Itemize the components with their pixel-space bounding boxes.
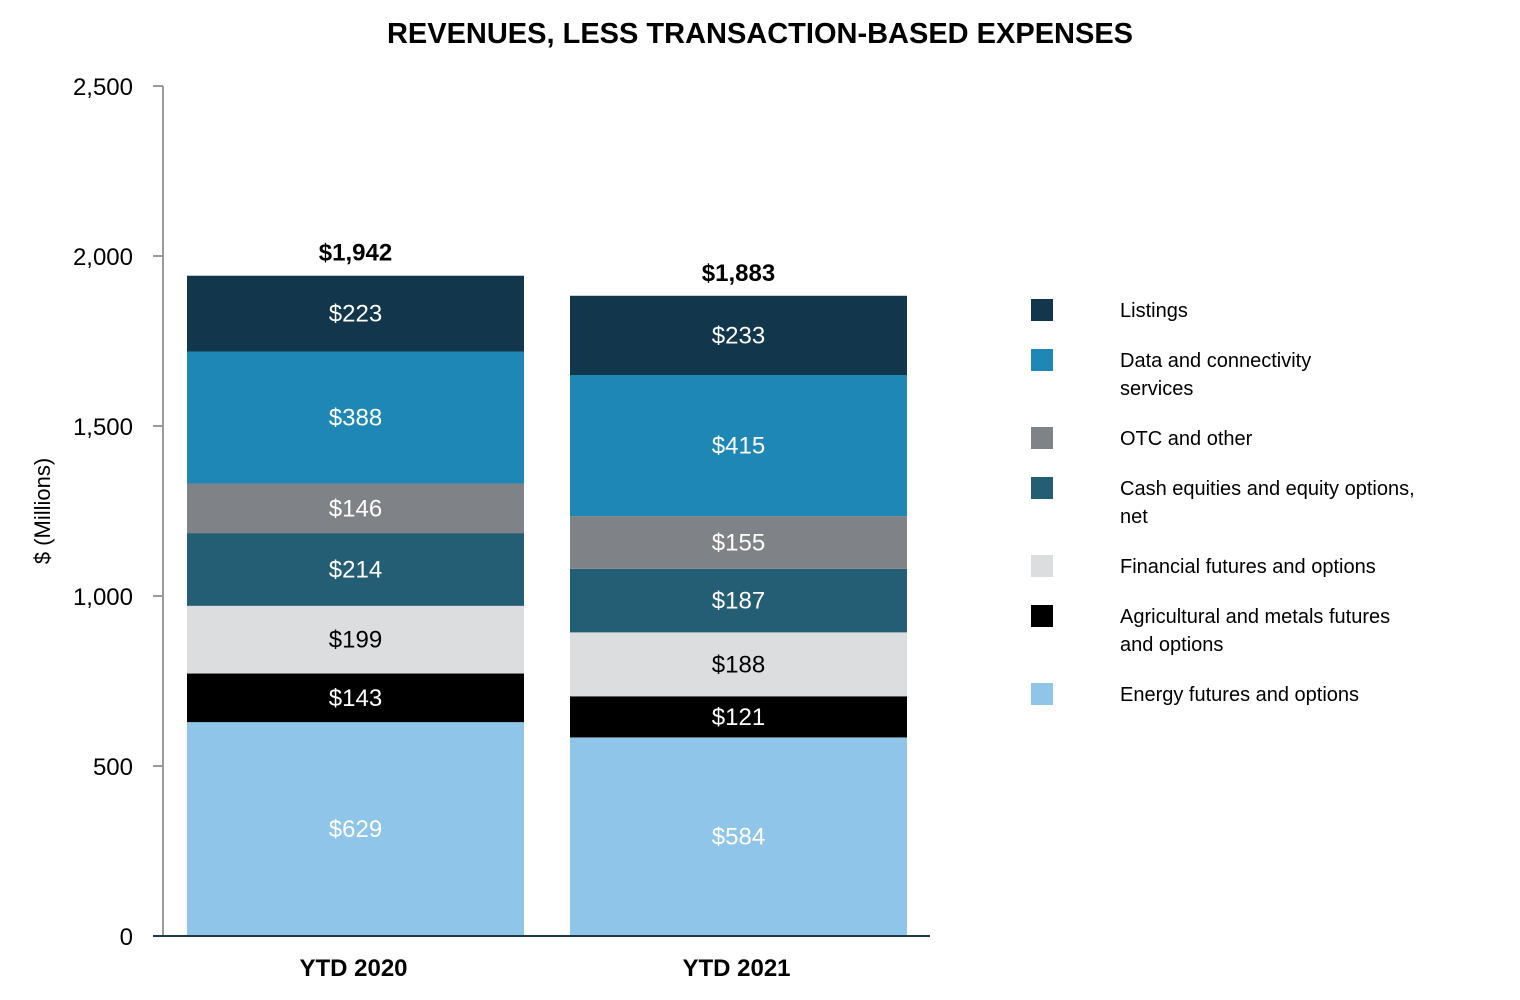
bar-segment [187,483,524,534]
bar-segment [187,275,524,352]
segment-label: $143 [329,685,382,712]
y-tick-label: 1,000 [73,584,133,611]
legend-item: OTC and other [1031,427,1253,450]
segment-label: $388 [329,405,382,432]
segment-label: $214 [329,556,382,583]
y-axis-label: $ (Millions) [30,458,55,564]
bar-segment [570,375,907,517]
y-tick-label: 0 [120,924,133,951]
y-tick-label: 500 [93,754,133,781]
legend-swatch [1031,299,1053,321]
bar-segment [187,722,524,936]
bar-segment [570,696,907,738]
y-tick-label: 2,000 [73,244,133,271]
bar-stack: $584 $121 $188 $187 $155 $415 $233 $1,883 [570,260,907,936]
legend-label: Data and connectivity services [1120,350,1311,400]
legend-item: Financial futures and options [1031,555,1376,578]
bar-segment [570,516,907,569]
legend-item: Cash equities and equity options, net [1031,477,1415,528]
bar-stack: $629 $143 $199 $214 $146 $388 $223 $1,942 [187,240,524,936]
bar-segment [187,605,524,674]
bar-segment [570,737,907,936]
bar-segment [187,673,524,723]
legend: Listings Data and connectivity services OTC… [1031,299,1415,706]
y-tick-label: 1,500 [73,414,133,441]
bar-segment [570,632,907,697]
segment-label: $629 [329,816,382,843]
x-axis: YTD 2020 YTD 2021 [153,935,930,982]
legend-swatch [1031,349,1053,371]
segment-label: $155 [712,529,765,556]
y-axis: 0 500 1,000 1,500 2,000 2,500 [73,74,164,951]
y-tick-label: 2,500 [73,74,133,101]
segment-label: $187 [712,588,765,615]
bar-segment [187,351,524,484]
segment-label: $223 [329,301,382,328]
legend-item: Data and connectivity services [1031,349,1311,400]
bar-total-label: $1,883 [702,260,775,287]
x-category-label: YTD 2020 [299,955,407,982]
legend-swatch [1031,683,1053,705]
x-category-label: YTD 2021 [682,955,790,982]
segment-label: $188 [712,651,765,678]
bar-total-label: $1,942 [319,240,392,267]
legend-label: OTC and other [1120,428,1253,450]
legend-label: Listings [1120,300,1188,322]
segment-label: $415 [712,433,765,460]
legend-label: Cash equities and equity options, net [1120,478,1415,528]
bar-segment [570,568,907,633]
legend-item: Listings [1031,299,1188,322]
legend-label: Financial futures and options [1120,556,1376,578]
segment-label: $233 [712,322,765,349]
legend-item: Agricultural and metals futures and optio… [1031,605,1390,656]
bar-segment [187,533,524,606]
legend-label: Agricultural and metals futures and optio… [1120,606,1390,656]
legend-swatch [1031,605,1053,627]
chart-title: REVENUES, LESS TRANSACTION-BASED EXPENSE… [387,18,1133,50]
segment-label: $121 [712,704,765,731]
legend-swatch [1031,555,1053,577]
bars: $629 $143 $199 $214 $146 $388 $223 $1,942 $584 $1… [187,240,907,936]
legend-item: Energy futures and options [1031,683,1359,706]
bar-segment [570,295,907,375]
segment-label: $199 [329,627,382,654]
legend-label: Energy futures and options [1120,684,1359,706]
segment-label: $584 [712,824,765,851]
legend-swatch [1031,427,1053,449]
legend-swatch [1031,477,1053,499]
segment-label: $146 [329,495,382,522]
